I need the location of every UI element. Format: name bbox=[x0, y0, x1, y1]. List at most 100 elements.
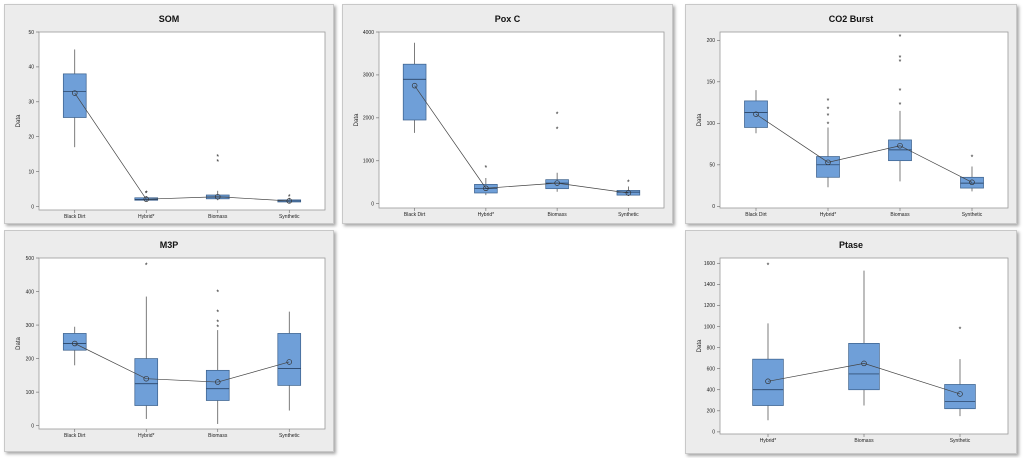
mean-marker bbox=[286, 198, 293, 204]
x-tick-label: Synthetic bbox=[618, 212, 639, 218]
y-axis-label: Data bbox=[697, 113, 703, 126]
y-tick-label: 50 bbox=[28, 30, 34, 36]
outlier-marker: * bbox=[899, 102, 902, 109]
y-tick-label: 500 bbox=[26, 256, 35, 262]
co2-chart-svg: CO2 Burst Data 0 50 100 150 200 Black Dirt Hybri… bbox=[697, 14, 1009, 218]
box-iqr bbox=[816, 156, 840, 178]
chart-title: SOM bbox=[159, 14, 180, 24]
outlier-marker: * bbox=[216, 310, 219, 317]
plot-area bbox=[719, 31, 1009, 209]
outlier-marker: * bbox=[288, 194, 291, 201]
y-tick-label: 150 bbox=[707, 80, 716, 86]
x-tick-label: Black Dirt bbox=[64, 214, 86, 220]
y-tick-label: 200 bbox=[26, 356, 35, 362]
y-axis-label: Data bbox=[697, 339, 703, 352]
box-iqr bbox=[960, 176, 984, 189]
chart-title: Pox C bbox=[495, 14, 521, 24]
mean-connect-line bbox=[414, 85, 629, 194]
outlier-marker: * bbox=[485, 165, 488, 172]
outlier-marker: * bbox=[959, 327, 962, 334]
y-tick-label: 1200 bbox=[704, 303, 715, 309]
x-tick-label: Synthetic bbox=[962, 212, 983, 218]
outlier-marker: * bbox=[899, 59, 902, 66]
mean-connect-line bbox=[74, 343, 290, 383]
x-tick-label: Hybrid* bbox=[138, 214, 154, 220]
y-tick-label: 0 bbox=[371, 202, 374, 208]
mean-marker bbox=[71, 90, 78, 96]
mean-marker bbox=[483, 185, 489, 192]
outlier-marker: * bbox=[899, 55, 902, 62]
outlier-marker: * bbox=[216, 325, 219, 332]
chart-panel-ptase: Ptase Data 0 200 400 600 800 1000 1200 1400 1600 Hy… bbox=[685, 230, 1017, 454]
outlier-marker: * bbox=[899, 88, 902, 95]
mean-marker bbox=[753, 111, 759, 117]
y-tick-label: 100 bbox=[26, 390, 35, 396]
y-tick-label: 0 bbox=[712, 430, 715, 436]
x-tick-label: Synthetic bbox=[279, 214, 300, 220]
chart-panel-poxc: Pox C Data 0 1000 2000 3000 4000 Black Dirt Hybr… bbox=[342, 4, 673, 224]
outlier-marker: * bbox=[627, 179, 630, 186]
y-tick-label: 20 bbox=[28, 135, 34, 141]
y-tick-label: 4000 bbox=[363, 30, 374, 36]
mean-marker bbox=[215, 193, 221, 200]
x-tick-label: Hybrid* bbox=[478, 212, 494, 218]
outlier-marker: * bbox=[899, 34, 902, 41]
mean-marker bbox=[625, 190, 632, 196]
y-tick-label: 2000 bbox=[363, 116, 374, 122]
box-iqr bbox=[205, 369, 230, 401]
y-axis-label: Data bbox=[354, 113, 360, 126]
y-tick-label: 30 bbox=[28, 100, 34, 106]
plot-area bbox=[38, 257, 326, 430]
mean-marker bbox=[143, 375, 150, 382]
y-tick-label: 0 bbox=[31, 423, 34, 429]
x-tick-label: Black Dirt bbox=[404, 212, 426, 218]
box-iqr bbox=[134, 358, 159, 406]
x-tick-label: Hybrid* bbox=[760, 438, 776, 444]
outlier-marker: * bbox=[556, 112, 559, 119]
x-tick-label: Biomass bbox=[208, 214, 228, 220]
y-tick-label: 200 bbox=[707, 409, 716, 415]
mean-marker bbox=[411, 82, 418, 89]
outlier-marker: * bbox=[827, 121, 830, 128]
y-tick-label: 10 bbox=[28, 169, 34, 175]
outlier-marker: * bbox=[827, 98, 830, 105]
y-tick-label: 1400 bbox=[704, 282, 715, 288]
y-tick-label: 0 bbox=[712, 204, 715, 210]
mean-marker bbox=[554, 180, 560, 186]
x-tick-label: Synthetic bbox=[279, 433, 300, 439]
m3p-chart-svg: M3P Data 0 100 200 300 400 500 Black Dirt Hybrid*… bbox=[16, 240, 326, 439]
poxc-chart-svg: Pox C Data 0 1000 2000 3000 4000 Black Dirt Hybr… bbox=[354, 14, 665, 218]
ptase-chart-svg: Ptase Data 0 200 400 600 800 1000 1200 1400 1600 Hy… bbox=[697, 240, 1009, 444]
y-tick-label: 0 bbox=[31, 204, 34, 210]
outlier-marker: * bbox=[145, 191, 148, 198]
y-tick-label: 100 bbox=[707, 121, 716, 127]
mean-marker bbox=[286, 359, 293, 365]
outlier-marker: * bbox=[145, 263, 148, 270]
y-tick-label: 40 bbox=[28, 65, 34, 71]
box-iqr bbox=[752, 358, 784, 406]
mean-marker bbox=[215, 379, 221, 385]
y-tick-label: 200 bbox=[707, 38, 716, 44]
mean-marker bbox=[825, 159, 831, 166]
mean-marker bbox=[969, 179, 975, 186]
mean-connect-line bbox=[767, 363, 961, 395]
x-tick-label: Hybrid* bbox=[820, 212, 836, 218]
plot-area bbox=[378, 31, 665, 209]
chart-panel-som: SOM Data 0 10 20 30 40 50 Black Dirt Hybrid* Bioma… bbox=[4, 4, 334, 224]
x-tick-label: Biomass bbox=[854, 438, 874, 444]
som-chart-svg: SOM Data 0 10 20 30 40 50 Black Dirt Hybrid* Bioma… bbox=[16, 14, 326, 220]
y-tick-label: 400 bbox=[26, 289, 35, 295]
mean-marker bbox=[897, 142, 903, 149]
x-tick-label: Biomass bbox=[208, 433, 228, 439]
outlier-marker: * bbox=[827, 106, 830, 113]
outlier-marker: * bbox=[145, 191, 148, 198]
chart-title: M3P bbox=[160, 240, 179, 250]
x-tick-label: Biomass bbox=[548, 212, 568, 218]
chart-title: Ptase bbox=[839, 240, 863, 250]
chart-panel-m3p: M3P Data 0 100 200 300 400 500 Black Dirt Hybrid*… bbox=[4, 230, 334, 452]
mean-marker bbox=[143, 196, 150, 202]
y-tick-label: 1000 bbox=[363, 159, 374, 165]
y-axis-label: Data bbox=[16, 114, 22, 127]
mean-marker bbox=[861, 360, 867, 367]
y-tick-label: 1000 bbox=[704, 324, 715, 330]
